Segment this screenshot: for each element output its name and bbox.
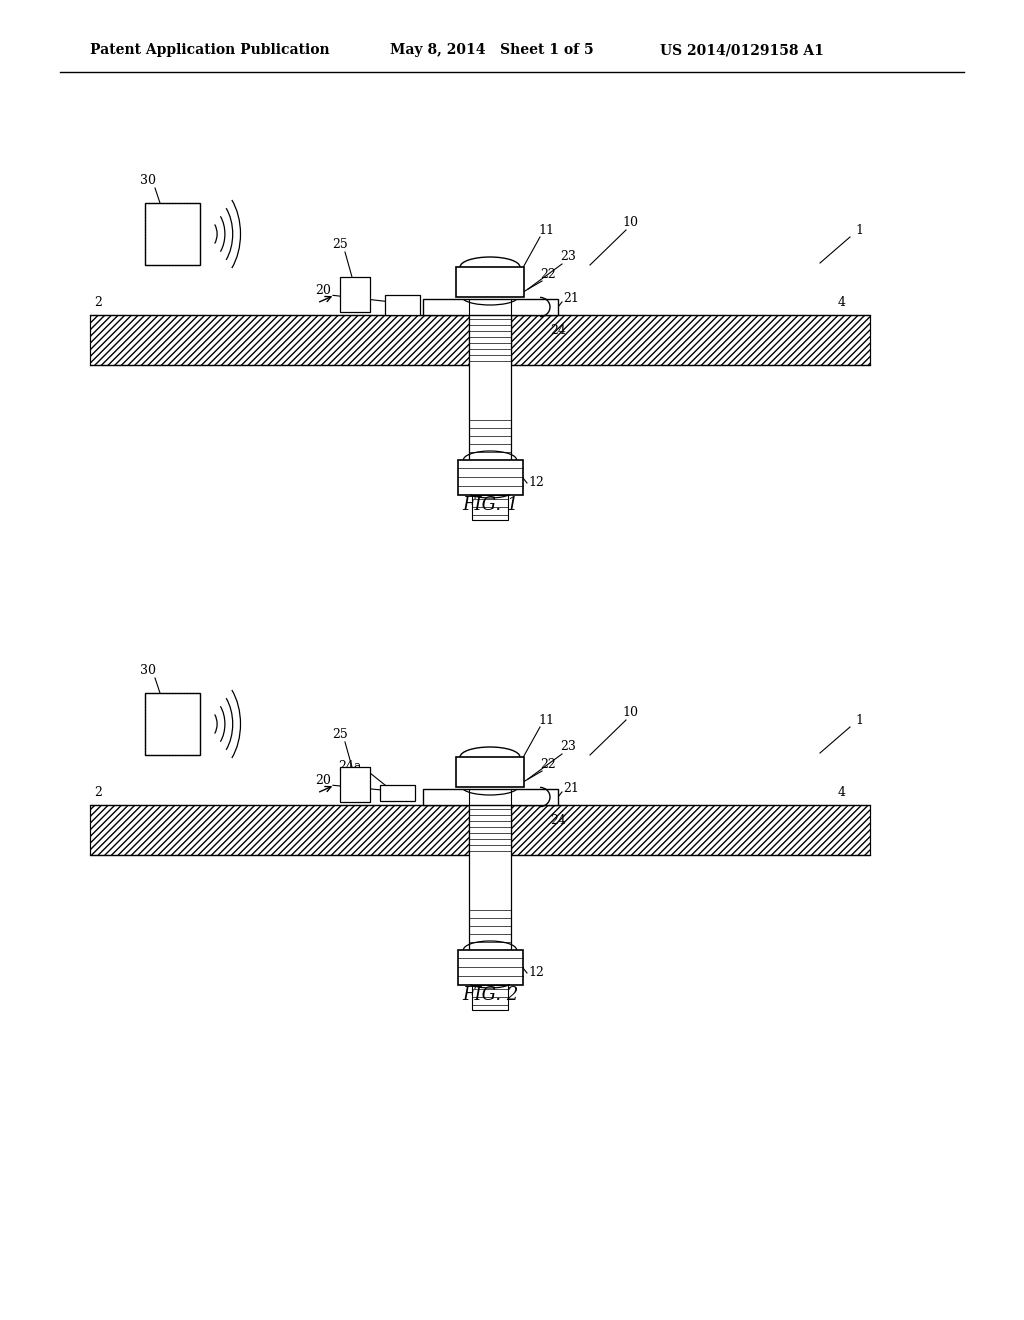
Text: 1: 1 xyxy=(855,714,863,726)
Bar xyxy=(423,789,558,805)
Bar xyxy=(340,767,370,803)
Text: 20: 20 xyxy=(315,774,331,787)
Text: 30: 30 xyxy=(140,174,156,187)
Text: 1: 1 xyxy=(855,223,863,236)
Bar xyxy=(90,315,469,366)
Bar xyxy=(340,277,370,312)
Text: 20: 20 xyxy=(315,284,331,297)
Text: 24: 24 xyxy=(550,323,566,337)
Text: Patent Application Publication: Patent Application Publication xyxy=(90,44,330,57)
Text: FIG. 1: FIG. 1 xyxy=(462,496,518,513)
Text: 21: 21 xyxy=(563,293,579,305)
Text: 12: 12 xyxy=(528,477,544,490)
Bar xyxy=(385,294,420,315)
Bar xyxy=(472,495,508,520)
Bar xyxy=(456,756,524,787)
Bar xyxy=(145,203,200,265)
Bar xyxy=(469,795,511,950)
Text: 24: 24 xyxy=(550,813,566,826)
Bar xyxy=(458,950,523,985)
Text: 10: 10 xyxy=(622,706,638,719)
Text: 12: 12 xyxy=(528,966,544,979)
Text: 4: 4 xyxy=(838,787,846,800)
Bar xyxy=(145,203,200,265)
Text: 24a: 24a xyxy=(338,760,361,774)
Bar xyxy=(380,785,415,801)
Bar xyxy=(511,805,870,855)
Bar xyxy=(423,300,558,315)
Text: 22: 22 xyxy=(540,758,556,771)
Bar xyxy=(380,785,415,801)
Text: 4: 4 xyxy=(838,297,846,309)
Text: 25: 25 xyxy=(332,239,348,252)
Bar xyxy=(511,805,870,855)
Bar xyxy=(145,693,200,755)
Bar xyxy=(469,305,511,459)
Bar xyxy=(511,315,870,366)
Text: 30: 30 xyxy=(140,664,156,677)
Text: May 8, 2014   Sheet 1 of 5: May 8, 2014 Sheet 1 of 5 xyxy=(390,44,594,57)
Text: 2: 2 xyxy=(94,787,101,800)
Bar xyxy=(458,459,523,495)
Bar xyxy=(472,985,508,1010)
Text: 11: 11 xyxy=(538,714,554,726)
Bar xyxy=(385,294,420,315)
Text: 25: 25 xyxy=(332,729,348,742)
Bar xyxy=(90,805,469,855)
Bar xyxy=(456,267,524,297)
Text: 21: 21 xyxy=(563,783,579,796)
Bar xyxy=(90,805,469,855)
Text: FIG. 2: FIG. 2 xyxy=(462,986,518,1005)
Text: US 2014/0129158 A1: US 2014/0129158 A1 xyxy=(660,44,824,57)
Bar xyxy=(145,693,200,755)
Text: 2: 2 xyxy=(94,297,101,309)
Bar xyxy=(340,277,370,312)
Bar xyxy=(90,315,469,366)
Bar xyxy=(340,767,370,803)
Text: 23: 23 xyxy=(560,741,575,754)
Text: 23: 23 xyxy=(560,251,575,264)
Text: 22: 22 xyxy=(540,268,556,281)
Bar xyxy=(511,315,870,366)
Text: 10: 10 xyxy=(622,216,638,230)
Text: 11: 11 xyxy=(538,223,554,236)
